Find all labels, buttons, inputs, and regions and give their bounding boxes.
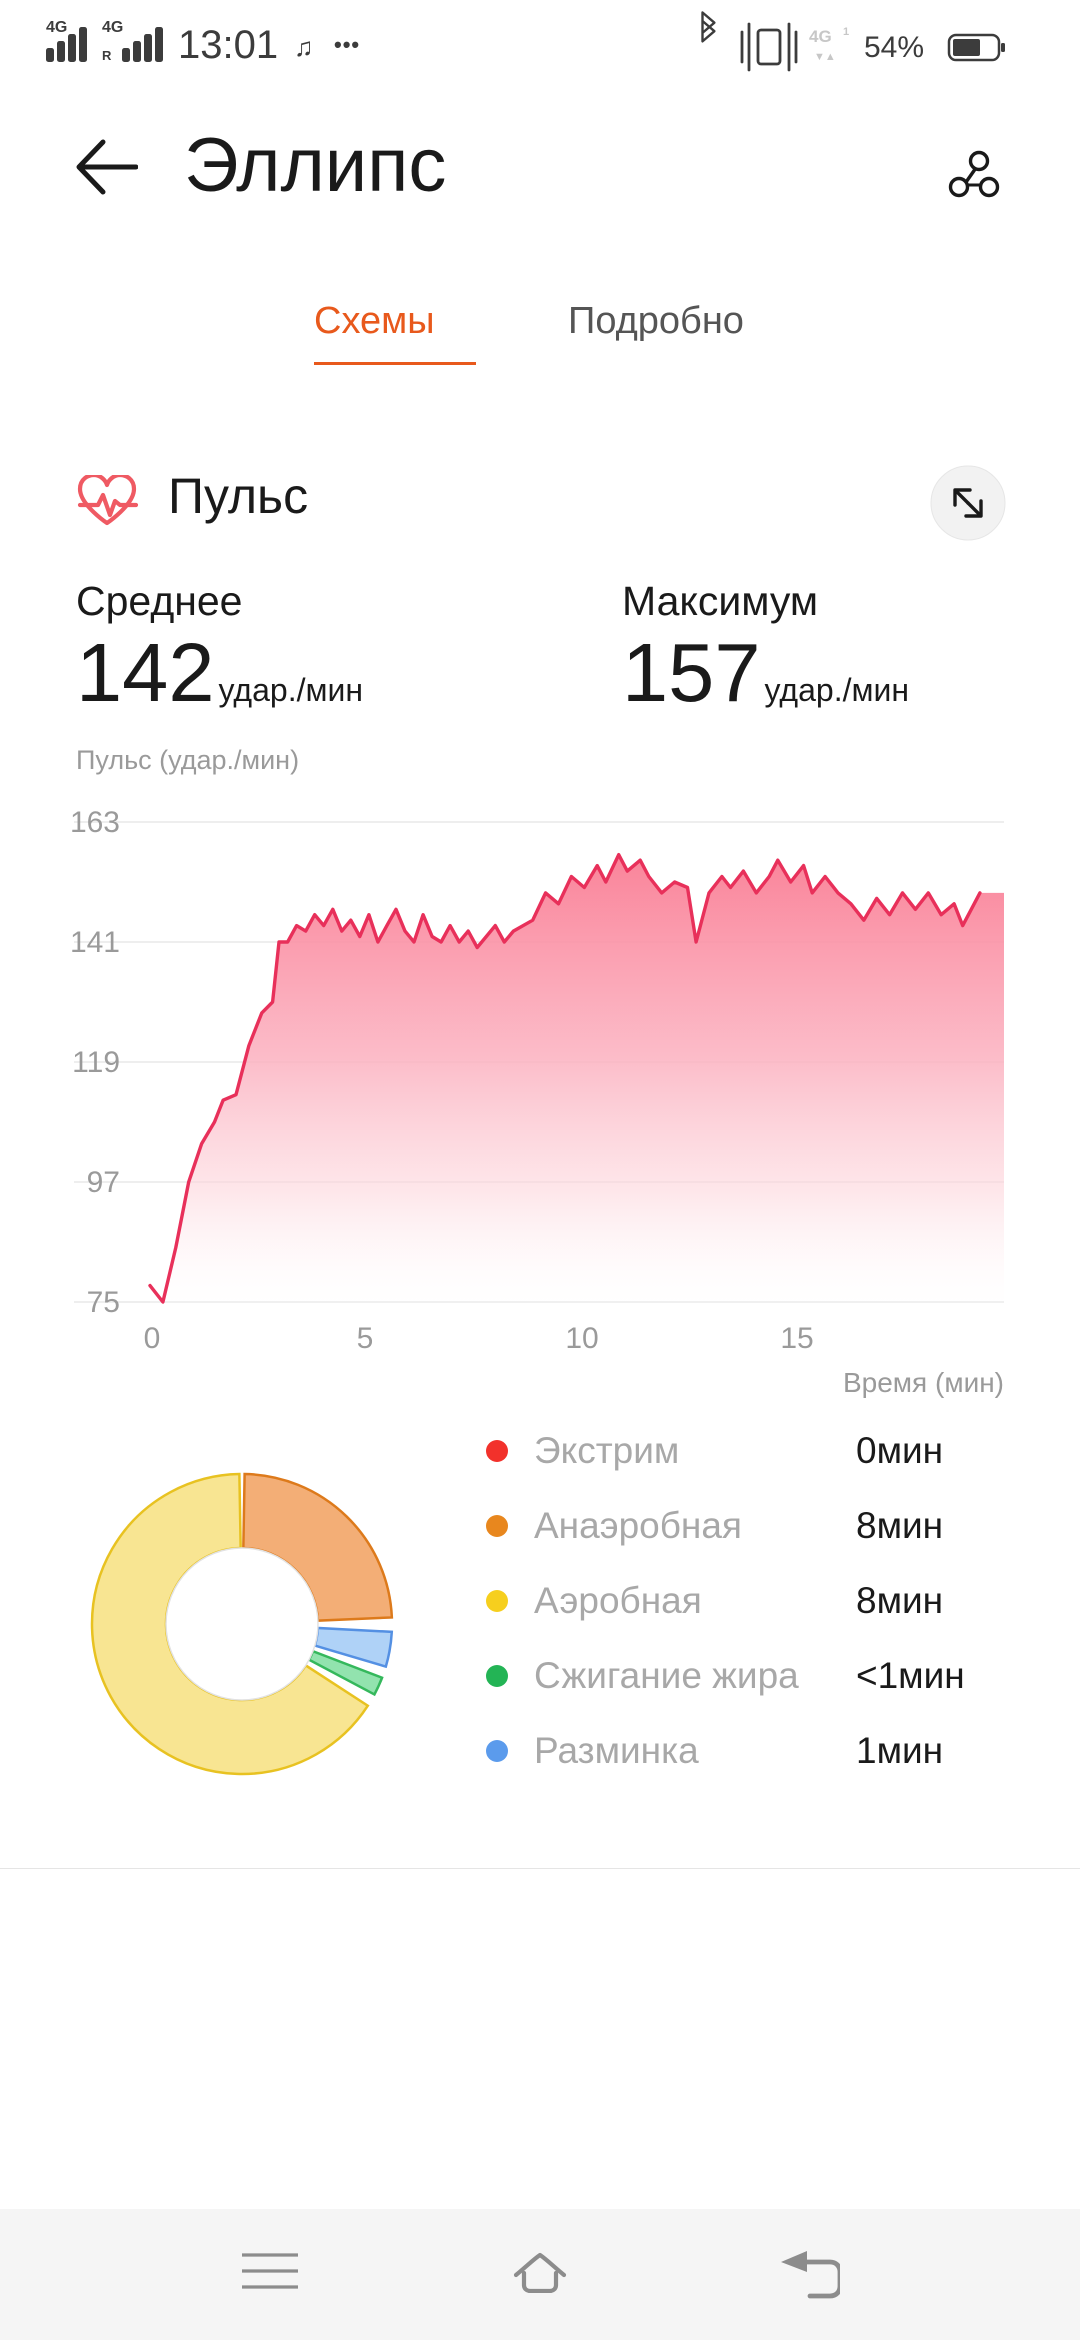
svg-text:Время (мин): Время (мин) [843,1367,1004,1398]
svg-text:75: 75 [87,1286,120,1319]
svg-text:141: 141 [70,926,120,959]
svg-text:10: 10 [565,1322,598,1355]
svg-text:▼▲: ▼▲ [814,51,836,63]
svg-text:0: 0 [144,1322,161,1355]
svg-text:R: R [102,48,112,63]
svg-text:97: 97 [87,1166,120,1199]
svg-text:54%: 54% [864,31,924,64]
svg-text:15: 15 [780,1322,813,1355]
svg-text:163: 163 [70,806,120,839]
svg-text:13:01: 13:01 [178,23,278,67]
svg-text:•••: ••• [334,32,360,57]
svg-text:4G: 4G [809,27,832,46]
svg-text:119: 119 [72,1046,120,1079]
svg-text:4G: 4G [102,19,123,36]
svg-text:1: 1 [843,26,849,38]
svg-text:♫: ♫ [294,32,314,62]
svg-text:5: 5 [357,1322,374,1355]
svg-text:4G: 4G [46,19,67,36]
